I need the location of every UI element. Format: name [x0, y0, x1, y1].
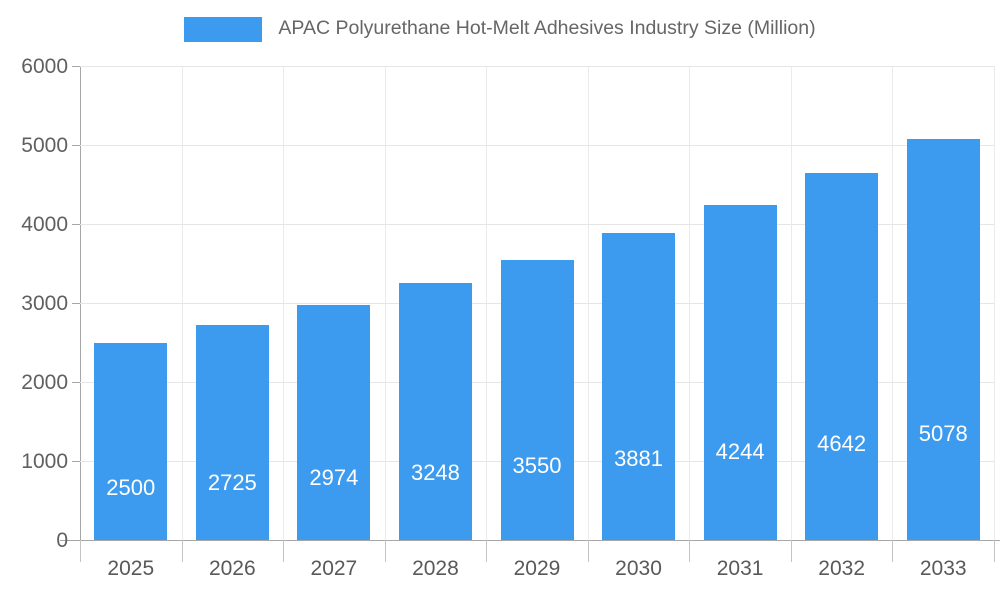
- bar[interactable]: [805, 173, 879, 540]
- bar[interactable]: [500, 259, 574, 540]
- x-axis-tick-label: 2032: [818, 557, 865, 580]
- legend-color-swatch: [184, 16, 263, 42]
- bar-value-label: 2500: [106, 475, 156, 501]
- x-axis-tick-mark: [994, 540, 995, 562]
- y-axis-tick-mark: [72, 224, 80, 226]
- bar[interactable]: [297, 305, 371, 540]
- x-axis-tick-mark: [80, 540, 81, 562]
- x-gridline: [181, 66, 183, 540]
- y-axis-tick-label: 0: [56, 529, 68, 552]
- bar-value-label: 3881: [614, 446, 664, 472]
- y-axis-tick-label: 6000: [21, 55, 68, 78]
- bar-value-label: 3550: [512, 453, 562, 479]
- x-axis-tick-mark: [283, 540, 285, 562]
- x-axis-tick-mark: [486, 540, 488, 562]
- bar[interactable]: [602, 233, 676, 540]
- x-axis-tick-mark: [689, 540, 691, 562]
- y-axis-tick-mark: [72, 382, 80, 384]
- bar[interactable]: [94, 342, 168, 540]
- bar[interactable]: [906, 138, 980, 540]
- x-axis-tick-mark: [587, 540, 589, 562]
- x-gridline: [384, 66, 386, 540]
- x-gridline: [892, 66, 894, 540]
- bar-value-label: 2974: [309, 465, 359, 491]
- y-axis-tick-mark: [72, 66, 80, 68]
- x-axis-tick-mark: [892, 540, 894, 562]
- y-axis-tick-mark: [72, 540, 80, 542]
- x-axis-tick-label: 2025: [107, 557, 155, 580]
- bar-value-label: 5078: [918, 421, 968, 447]
- x-gridline: [283, 66, 285, 540]
- y-axis-tick-label: 1000: [21, 450, 68, 473]
- bar-value-label: 4244: [715, 438, 765, 464]
- x-axis-tick-label: 2026: [208, 557, 256, 580]
- x-gridline: [790, 66, 792, 540]
- y-axis-tick-mark: [72, 303, 80, 305]
- x-gridline: [689, 66, 691, 540]
- x-axis-tick-label: 2031: [716, 557, 764, 580]
- x-gridline: [587, 66, 589, 540]
- x-axis-tick-mark: [384, 540, 386, 562]
- y-axis-tick-label: 4000: [21, 213, 68, 236]
- bar-value-label: 2725: [207, 470, 257, 496]
- x-axis-tick-label: 2030: [615, 557, 662, 580]
- bar[interactable]: [398, 283, 472, 540]
- y-gridline: [80, 66, 994, 67]
- bar-value-label: 4642: [817, 430, 867, 456]
- y-axis-tick-mark: [72, 461, 80, 463]
- x-axis-line: [60, 540, 1000, 542]
- bar[interactable]: [703, 204, 777, 540]
- x-axis-tick-label: 2029: [513, 557, 561, 580]
- plot-area: [80, 66, 995, 540]
- x-gridline: [486, 66, 488, 540]
- x-axis-tick-mark: [790, 540, 792, 562]
- chart-legend: APAC Polyurethane Hot-Melt Adhesives Ind…: [0, 0, 1000, 58]
- legend-label: APAC Polyurethane Hot-Melt Adhesives Ind…: [278, 17, 816, 40]
- x-axis-tick-label: 2027: [310, 557, 358, 580]
- legend-item[interactable]: APAC Polyurethane Hot-Melt Adhesives Ind…: [184, 16, 816, 42]
- y-axis-tick-label: 5000: [21, 134, 68, 157]
- y-axis-tick-label: 2000: [21, 371, 68, 394]
- y-gridline: [80, 224, 994, 225]
- x-axis-tick-mark: [181, 540, 183, 562]
- x-axis-tick-label: 2033: [919, 557, 967, 580]
- y-gridline: [80, 145, 994, 146]
- x-gridline: [994, 66, 995, 540]
- y-axis-tick-mark: [72, 145, 80, 147]
- bar-value-label: 3248: [410, 459, 460, 485]
- y-axis-tick-label: 3000: [21, 292, 68, 315]
- x-axis-tick-label: 2028: [412, 557, 459, 580]
- bar[interactable]: [195, 324, 269, 540]
